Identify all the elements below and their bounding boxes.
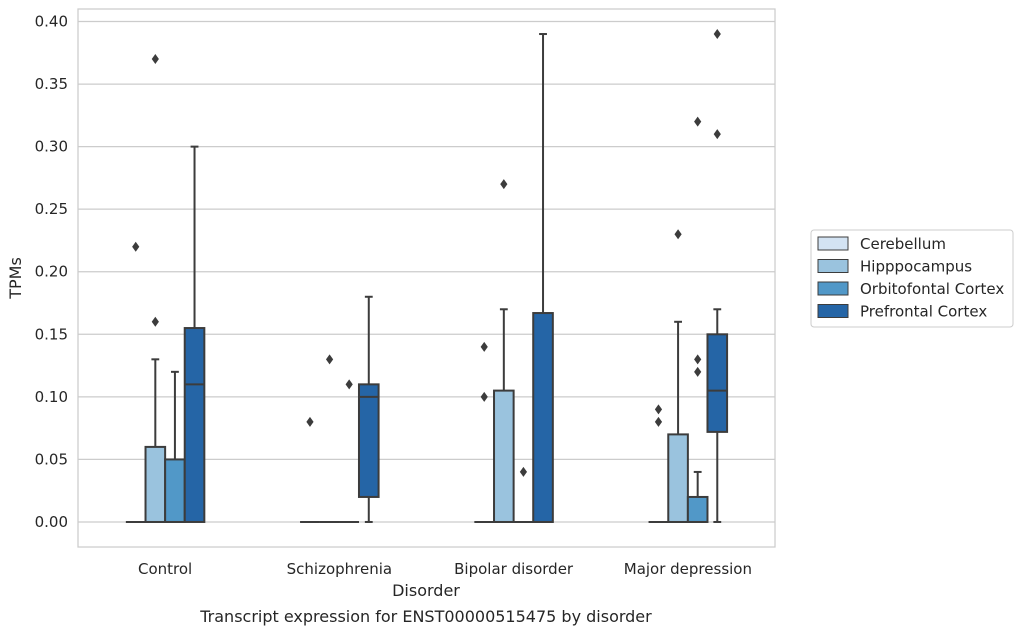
box-body (144, 445, 167, 523)
outlier-point (132, 241, 140, 252)
box (164, 370, 186, 523)
outlier-point (325, 354, 334, 365)
legend-label: Prefrontal Cortex (860, 303, 987, 321)
chart-caption: Transcript expression for ENST0000051547… (199, 607, 652, 626)
outlier-point (151, 316, 159, 327)
box (648, 404, 669, 523)
box (339, 379, 359, 523)
outlier-point (694, 116, 702, 127)
outlier-point (694, 366, 702, 377)
x-axis-title: Disorder (392, 581, 460, 600)
outlier-point (694, 354, 702, 365)
box (474, 341, 495, 523)
box (125, 241, 146, 523)
x-tick-label: Bipolar disorder (454, 560, 574, 578)
legend-swatch (817, 281, 849, 296)
box (183, 145, 206, 523)
box-body (183, 327, 206, 523)
series-hipppocampus (144, 54, 689, 523)
box (300, 416, 320, 523)
outlier-point (713, 129, 721, 140)
outlier-point (654, 416, 663, 427)
y-tick-label: 0.05 (35, 450, 68, 468)
plot-area-frame (77, 8, 776, 548)
y-tick-label: 0.10 (35, 388, 68, 406)
box-body (686, 495, 709, 523)
y-tick-label: 0.40 (35, 13, 68, 31)
outlier-point (654, 404, 663, 415)
y-axis-ticks: 0.00 0.05 0.10 0.15 0.20 0.25 0.30 0.35 0.40 (35, 13, 68, 531)
legend-swatch (817, 304, 849, 318)
box-body (357, 383, 380, 498)
series-orbitofontal-cortex (164, 116, 709, 523)
legend-label: Hipppocampus (860, 258, 972, 276)
outlier-point (519, 466, 528, 477)
outlier-point (151, 54, 159, 65)
box (144, 54, 167, 523)
outlier-point (345, 379, 353, 390)
box-body (667, 433, 689, 523)
y-tick-label: 0.30 (35, 138, 68, 156)
legend-label: Orbitofontal Cortex (860, 280, 1004, 298)
series-cerebellum (125, 241, 669, 523)
box (706, 29, 729, 523)
y-tick-label: 0.00 (35, 513, 68, 531)
outlier-point (713, 29, 721, 40)
box (319, 354, 340, 523)
y-tick-label: 0.25 (35, 200, 68, 218)
box (493, 179, 515, 523)
outlier-point (500, 179, 508, 190)
box (532, 33, 554, 523)
x-tick-label: Schizophrenia (287, 560, 392, 578)
box-body (706, 333, 729, 433)
x-tick-label: Major depression (624, 560, 752, 578)
box (357, 295, 380, 523)
outlier-point (674, 229, 682, 240)
legend-swatch (817, 259, 849, 273)
y-tick-label: 0.35 (35, 75, 68, 93)
y-axis-title: TPMs (6, 257, 25, 300)
legend-label: Cerebellum (860, 235, 946, 253)
box-body (532, 312, 554, 523)
outlier-point (306, 416, 314, 427)
box-body (164, 458, 186, 523)
series-prefrontal-cortex (183, 29, 729, 523)
y-tick-label: 0.20 (35, 263, 68, 281)
box-plot-series (125, 29, 729, 523)
box (667, 229, 689, 523)
legend-frame (810, 229, 1014, 328)
outlier-point (480, 341, 488, 352)
x-tick-label: Control (138, 560, 192, 578)
y-tick-label: 0.15 (35, 325, 68, 343)
legend-swatch (817, 236, 849, 251)
box (513, 466, 534, 523)
legend: Cerebellum Hipppocampus Orbitofontal Corte… (810, 229, 1014, 328)
box (686, 116, 709, 523)
outlier-point (480, 391, 488, 402)
x-axis-ticks: Control Schizophrenia Bipolar disorder Majo… (138, 560, 752, 578)
box-body (493, 389, 515, 523)
